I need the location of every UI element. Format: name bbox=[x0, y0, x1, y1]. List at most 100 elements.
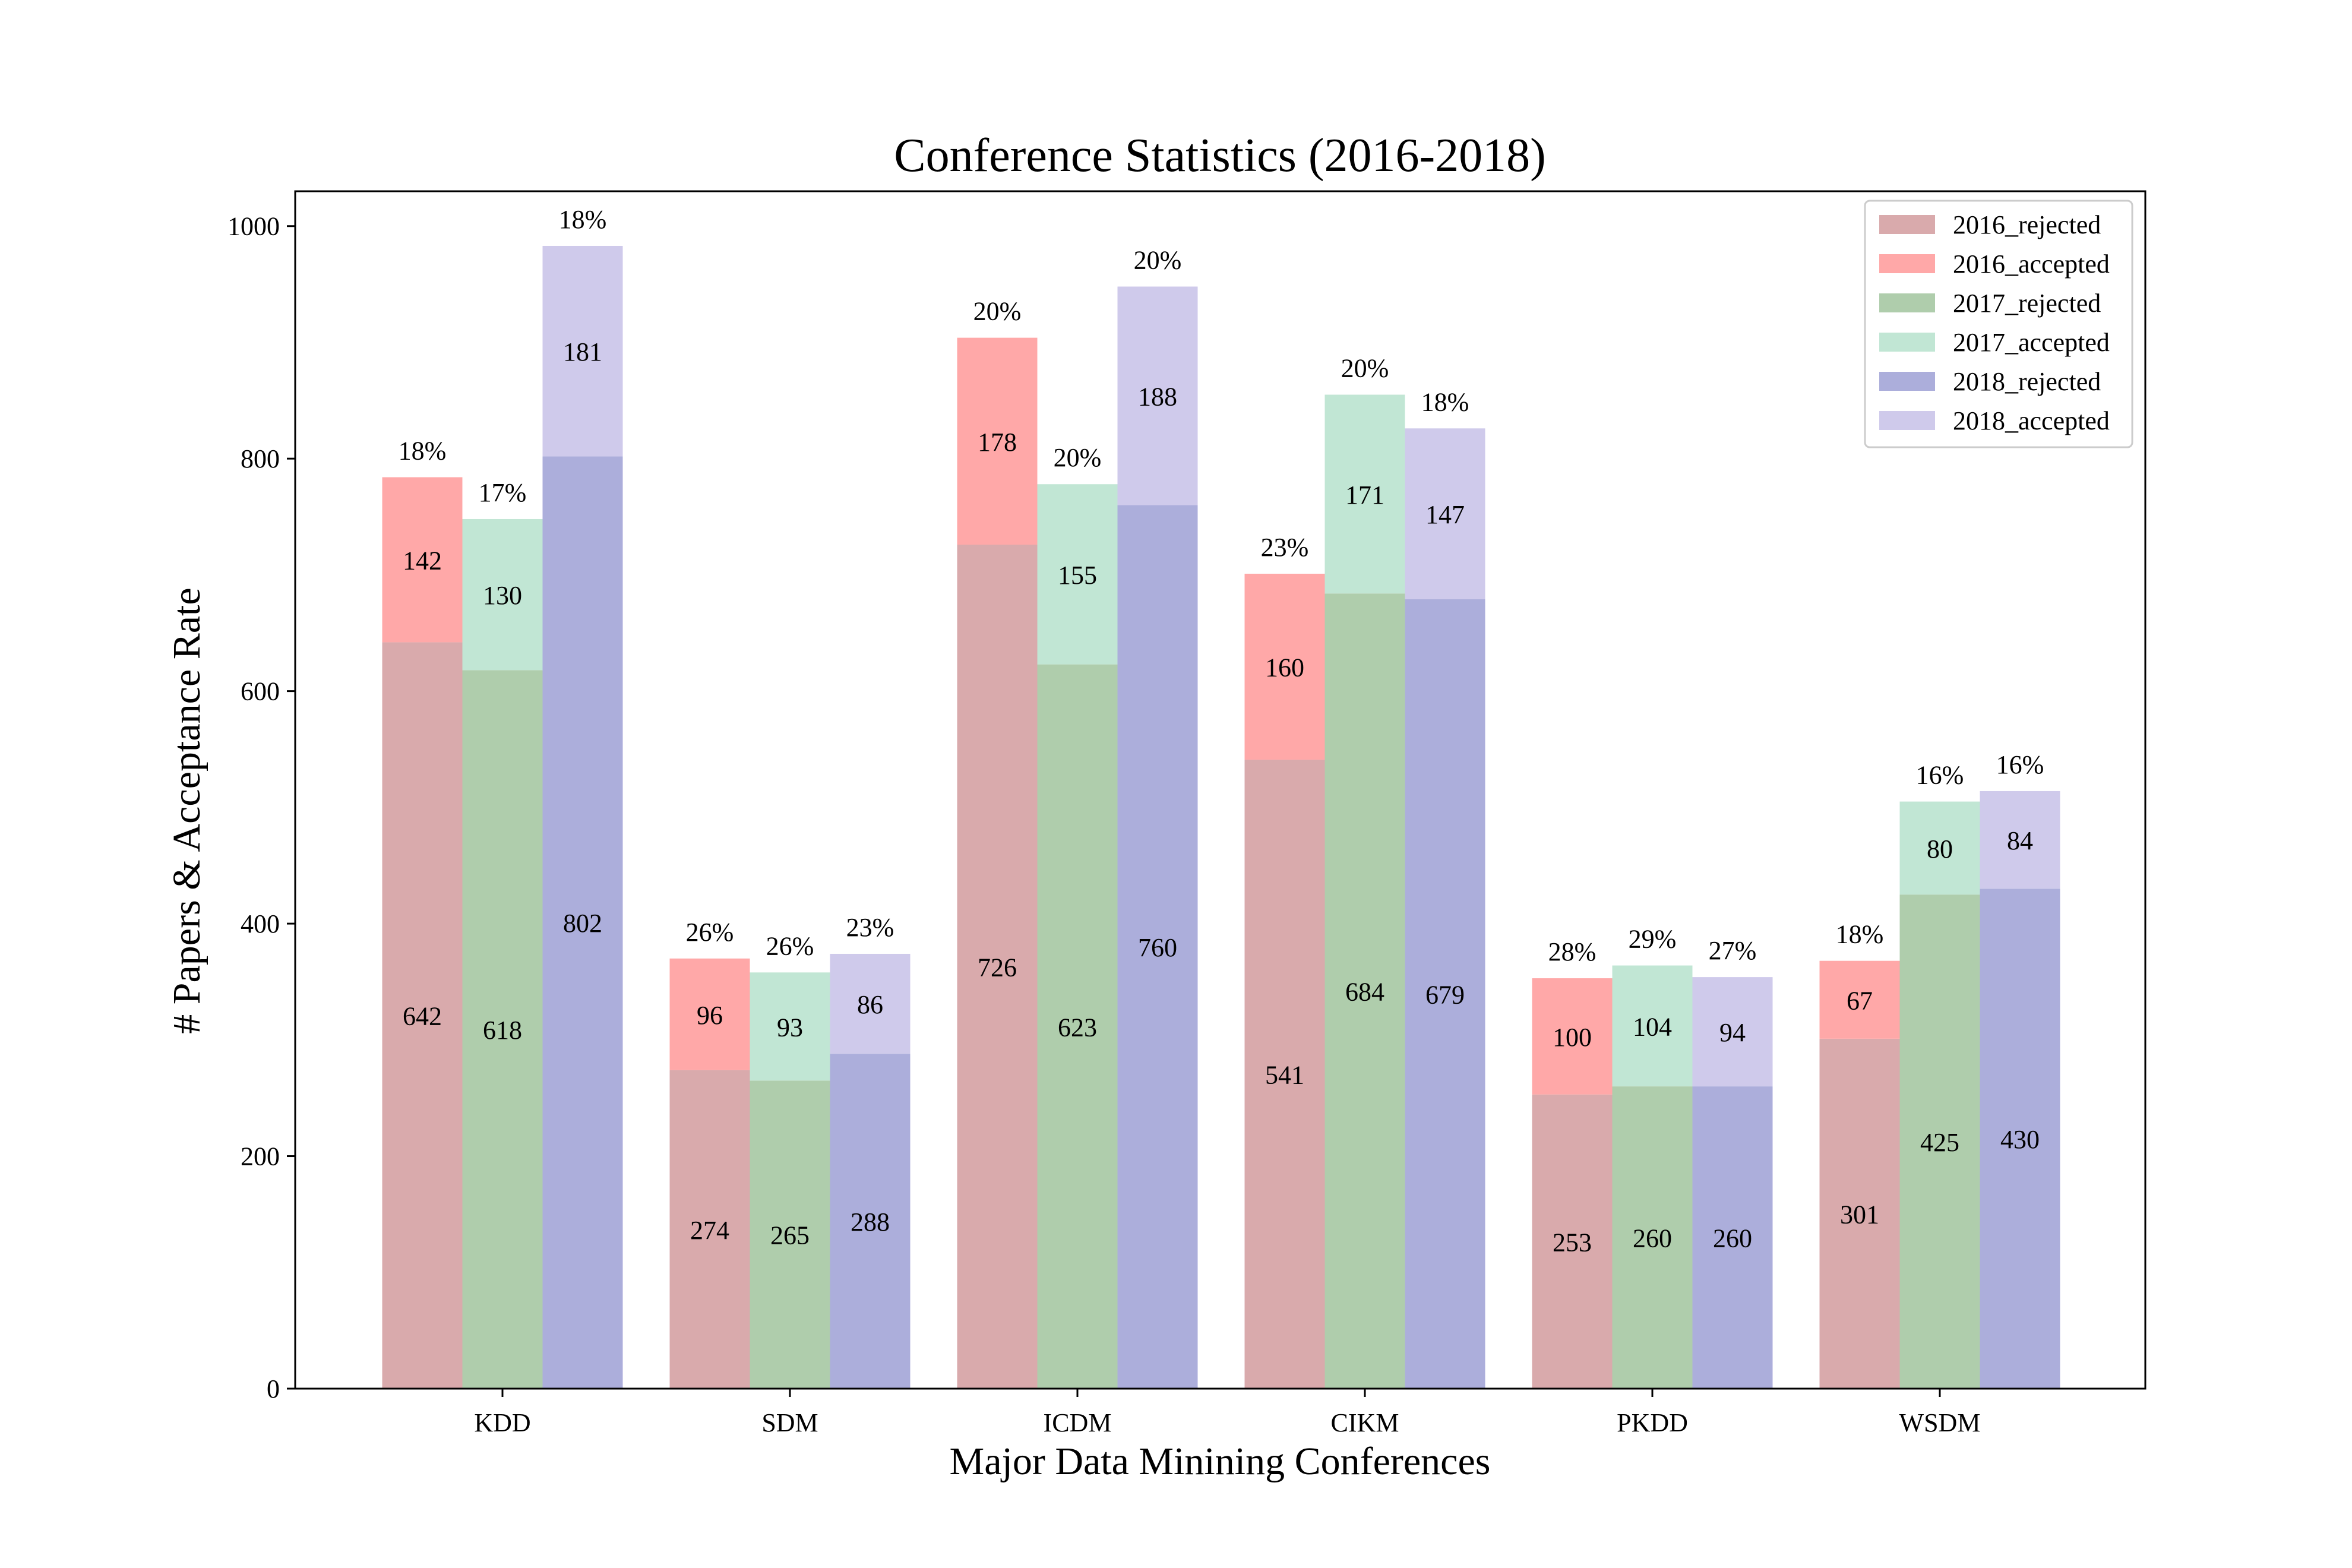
data-label-2016-rejected-kdd: 642 bbox=[403, 1002, 442, 1031]
bar-2018-accepted-icdm bbox=[1117, 286, 1198, 505]
data-label-2018-rejected-icdm: 760 bbox=[1138, 933, 1177, 962]
rate-label-2017-wsdm: 16% bbox=[1916, 761, 1964, 790]
rate-label-2018-pkdd: 27% bbox=[1709, 936, 1757, 965]
legend-label-2018-accepted: 2018_accepted bbox=[1953, 406, 2110, 435]
data-label-2016-accepted-sdm: 96 bbox=[697, 1001, 723, 1030]
bar-2018-rejected-icdm bbox=[1117, 505, 1198, 1389]
rate-label-2016-kdd: 18% bbox=[399, 436, 447, 465]
data-label-2018-rejected-sdm: 288 bbox=[851, 1207, 890, 1237]
data-label-2017-accepted-icdm: 155 bbox=[1058, 561, 1097, 590]
bar-2017-rejected-kdd bbox=[462, 670, 543, 1389]
data-label-2018-rejected-wsdm: 430 bbox=[2000, 1125, 2040, 1154]
bar-2017-accepted-kdd bbox=[462, 519, 543, 671]
bar-2016-rejected-cikm bbox=[1244, 760, 1325, 1389]
bar-2018-accepted-cikm bbox=[1405, 428, 1485, 600]
data-label-2018-accepted-wsdm: 84 bbox=[2007, 826, 2033, 855]
data-label-2016-accepted-wsdm: 67 bbox=[1847, 986, 1873, 1015]
x-tick-label-sdm: SDM bbox=[761, 1408, 818, 1437]
y-tick-label-200: 200 bbox=[241, 1142, 280, 1171]
bar-2017-rejected-pkdd bbox=[1612, 1086, 1693, 1389]
x-tick-label-kdd: KDD bbox=[474, 1408, 530, 1437]
y-axis-label: # Papers & Acceptance Rate bbox=[165, 587, 208, 1033]
data-label-2017-accepted-cikm: 171 bbox=[1345, 480, 1384, 510]
x-tick-label-cikm: CIKM bbox=[1331, 1408, 1399, 1437]
plot-frame bbox=[294, 190, 2146, 1390]
bar-2018-rejected-sdm bbox=[830, 1054, 911, 1389]
bar-2016-accepted-sdm bbox=[669, 958, 750, 1070]
rate-label-2018-icdm: 20% bbox=[1134, 245, 1182, 274]
bar-2018-rejected-wsdm bbox=[1980, 889, 2060, 1389]
data-label-2016-rejected-icdm: 726 bbox=[978, 953, 1017, 982]
data-label-2017-accepted-sdm: 93 bbox=[777, 1013, 803, 1042]
chart-title: Conference Statistics (2016-2018) bbox=[894, 129, 1546, 182]
bar-2018-rejected-pkdd bbox=[1692, 1086, 1773, 1389]
legend-label-2016-accepted: 2016_accepted bbox=[1953, 249, 2110, 279]
x-axis-label: Major Data Minining Conferences bbox=[950, 1440, 1491, 1483]
bar-2017-rejected-wsdm bbox=[1899, 894, 1980, 1389]
x-tick-label-wsdm: WSDM bbox=[1899, 1408, 1981, 1437]
bar-2016-accepted-wsdm bbox=[1819, 960, 1900, 1039]
legend-label-2017-accepted: 2017_accepted bbox=[1953, 328, 2110, 357]
rate-label-2016-cikm: 23% bbox=[1261, 533, 1309, 562]
data-label-2018-accepted-cikm: 147 bbox=[1425, 500, 1465, 529]
data-label-2018-accepted-kdd: 181 bbox=[563, 337, 602, 366]
bar-2017-rejected-sdm bbox=[750, 1080, 830, 1389]
y-tick-label-600: 600 bbox=[241, 677, 280, 706]
data-label-2017-rejected-kdd: 618 bbox=[483, 1016, 522, 1045]
legend-swatch-2018-accepted bbox=[1879, 411, 1935, 430]
bar-2017-rejected-icdm bbox=[1037, 664, 1118, 1389]
x-tick-label-pkdd: PKDD bbox=[1617, 1408, 1688, 1437]
data-label-2016-rejected-pkdd: 253 bbox=[1553, 1228, 1592, 1257]
data-label-2017-rejected-cikm: 684 bbox=[1345, 978, 1384, 1007]
data-label-2016-accepted-kdd: 142 bbox=[403, 546, 442, 575]
bar-2017-accepted-sdm bbox=[750, 972, 830, 1081]
bar-2018-rejected-cikm bbox=[1405, 599, 1485, 1389]
legend-swatch-2016-rejected bbox=[1879, 215, 1935, 234]
bar-2018-accepted-wsdm bbox=[1980, 791, 2060, 889]
data-label-2016-rejected-sdm: 274 bbox=[690, 1216, 729, 1245]
x-tick-label-icdm: ICDM bbox=[1044, 1408, 1112, 1437]
legend-swatch-2016-accepted bbox=[1879, 254, 1935, 273]
rate-label-2016-wsdm: 18% bbox=[1836, 920, 1884, 949]
legend: 2016_rejected 2016_accepted 2017_rejected 2… bbox=[1864, 200, 2133, 448]
rate-label-2016-sdm: 26% bbox=[686, 918, 734, 947]
data-label-2018-accepted-pkdd: 94 bbox=[1719, 1018, 1746, 1047]
rate-label-2017-pkdd: 29% bbox=[1629, 925, 1677, 954]
data-label-2017-accepted-wsdm: 80 bbox=[1927, 834, 1953, 864]
rate-label-2018-kdd: 18% bbox=[559, 205, 607, 234]
legend-label-2017-rejected: 2017_rejected bbox=[1953, 289, 2101, 318]
rate-label-2017-cikm: 20% bbox=[1341, 354, 1389, 383]
rate-label-2017-sdm: 26% bbox=[766, 931, 814, 960]
bar-2016-rejected-wsdm bbox=[1819, 1038, 1900, 1389]
bar-2016-accepted-icdm bbox=[957, 337, 1038, 545]
bar-2016-rejected-kdd bbox=[382, 642, 463, 1389]
rate-label-2017-kdd: 17% bbox=[479, 478, 527, 507]
legend-swatch-2017-rejected bbox=[1879, 293, 1935, 312]
bar-2018-rejected-kdd bbox=[542, 456, 623, 1389]
bar-2017-accepted-wsdm bbox=[1899, 801, 1980, 895]
bar-2017-accepted-icdm bbox=[1037, 484, 1118, 665]
data-label-2017-rejected-pkdd: 260 bbox=[1633, 1224, 1672, 1253]
bar-2017-accepted-cikm bbox=[1324, 394, 1405, 594]
bar-2018-accepted-pkdd bbox=[1692, 977, 1773, 1087]
legend-label-2018-rejected: 2018_rejected bbox=[1953, 367, 2101, 396]
bar-2018-accepted-kdd bbox=[542, 245, 623, 457]
rate-label-2018-sdm: 23% bbox=[846, 913, 894, 942]
data-label-2017-accepted-kdd: 130 bbox=[483, 581, 522, 610]
rate-label-2016-pkdd: 28% bbox=[1548, 937, 1597, 966]
y-tick-label-0: 0 bbox=[267, 1374, 280, 1403]
legend-label-2016-rejected: 2016_rejected bbox=[1953, 210, 2101, 239]
bar-2016-rejected-icdm bbox=[957, 545, 1038, 1389]
rate-label-2016-icdm: 20% bbox=[973, 297, 1022, 326]
bar-2017-rejected-cikm bbox=[1324, 593, 1405, 1389]
legend-swatch-2018-rejected bbox=[1879, 372, 1935, 391]
data-label-2016-accepted-icdm: 178 bbox=[978, 428, 1017, 457]
data-label-2016-accepted-cikm: 160 bbox=[1265, 653, 1304, 682]
bar-2016-accepted-kdd bbox=[382, 477, 463, 643]
rate-label-2018-cikm: 18% bbox=[1421, 387, 1469, 416]
y-tick-label-1000: 1000 bbox=[227, 212, 280, 241]
y-tick-label-800: 800 bbox=[241, 444, 280, 473]
y-tick-label-400: 400 bbox=[241, 909, 280, 938]
rate-label-2017-icdm: 20% bbox=[1054, 443, 1102, 472]
